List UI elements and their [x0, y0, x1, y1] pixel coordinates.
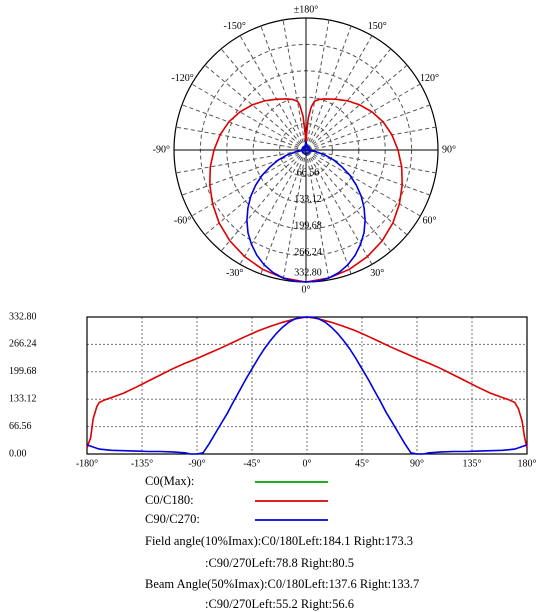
polar-radial-tick-label: 66.56: [297, 168, 320, 179]
beam-angle-c90-line: :C90/270Left:55.2 Right:56.6: [205, 597, 354, 611]
polar-spoke: [239, 35, 373, 265]
polar-angle-label: -90°: [153, 144, 170, 155]
polar-curve-c90-c270: [246, 141, 366, 283]
polar-spoke: [204, 64, 408, 236]
linear-y-tick-label: 332.80: [9, 311, 37, 322]
linear-x-tick-label: 135°: [463, 458, 482, 469]
linear-y-tick-label: 66.56: [9, 421, 32, 432]
polar-spoke: [191, 83, 421, 217]
polar-radial-tick-label: 266.24: [294, 247, 322, 258]
linear-y-tick-label: 133.12: [9, 393, 37, 404]
polar-angle-label: -150°: [224, 21, 246, 32]
polar-angle-label: 30°: [370, 268, 384, 279]
polar-radial-tick-label: 332.80: [294, 267, 322, 278]
polar-angle-label: ±180°: [294, 4, 319, 15]
polar-spoke: [282, 19, 330, 281]
legend-label: C0/C180:: [145, 493, 194, 507]
polar-spoke: [282, 19, 330, 281]
linear-series-2: [86, 316, 528, 455]
linear-x-tick-label: 90°: [410, 458, 424, 469]
polar-spoke: [239, 35, 373, 265]
legend-label: C90/C270:: [145, 512, 200, 526]
polar-angle-label: -60°: [174, 216, 191, 227]
beam-angle-c0-line: Beam Angle(50%Imax):C0/180Left:137.6 Rig…: [145, 577, 420, 591]
polar-spoke: [181, 104, 431, 196]
linear-x-tick-label: -180°: [76, 458, 98, 469]
polar-center-icon: [301, 145, 311, 155]
polar-spoke: [220, 48, 392, 252]
linear-y-tick-label: 199.68: [9, 366, 37, 377]
polar-spoke: [260, 25, 352, 275]
polar-radial-tick-label: 133.12: [294, 194, 322, 205]
field-angle-c90-line: :C90/270Left:78.8 Right:80.5: [205, 556, 354, 570]
polar-radial-tick-label: 199.68: [294, 220, 322, 231]
linear-x-tick-label: 180°: [518, 458, 537, 469]
linear-x-tick-label: -135°: [131, 458, 153, 469]
polar-angle-label: 120°: [420, 73, 439, 84]
polar-spoke: [181, 104, 431, 196]
polar-angle-label: -120°: [171, 73, 193, 84]
polar-spoke: [191, 83, 421, 217]
linear-x-tick-label: 45°: [355, 458, 369, 469]
linear-x-tick-label: -90°: [188, 458, 205, 469]
polar-angle-label: -30°: [226, 268, 243, 279]
linear-x-tick-label: 0°: [303, 458, 312, 469]
polar-angle-label: 150°: [368, 21, 387, 32]
polar-spoke: [260, 25, 352, 275]
legend-label: C0(Max):: [145, 474, 194, 488]
polar-angle-label: 90°: [442, 144, 456, 155]
field-angle-c0-line: Field angle(10%Imax):C0/180Left:184.1 Ri…: [145, 534, 414, 548]
linear-x-tick-label: -45°: [243, 458, 260, 469]
polar-angle-label: 0°: [302, 284, 311, 295]
linear-y-tick-label: 0.00: [9, 448, 27, 459]
linear-y-tick-label: 266.24: [9, 339, 37, 350]
polar-spoke: [204, 64, 408, 236]
polar-angle-label: 60°: [422, 216, 436, 227]
polar-spoke: [220, 48, 392, 252]
